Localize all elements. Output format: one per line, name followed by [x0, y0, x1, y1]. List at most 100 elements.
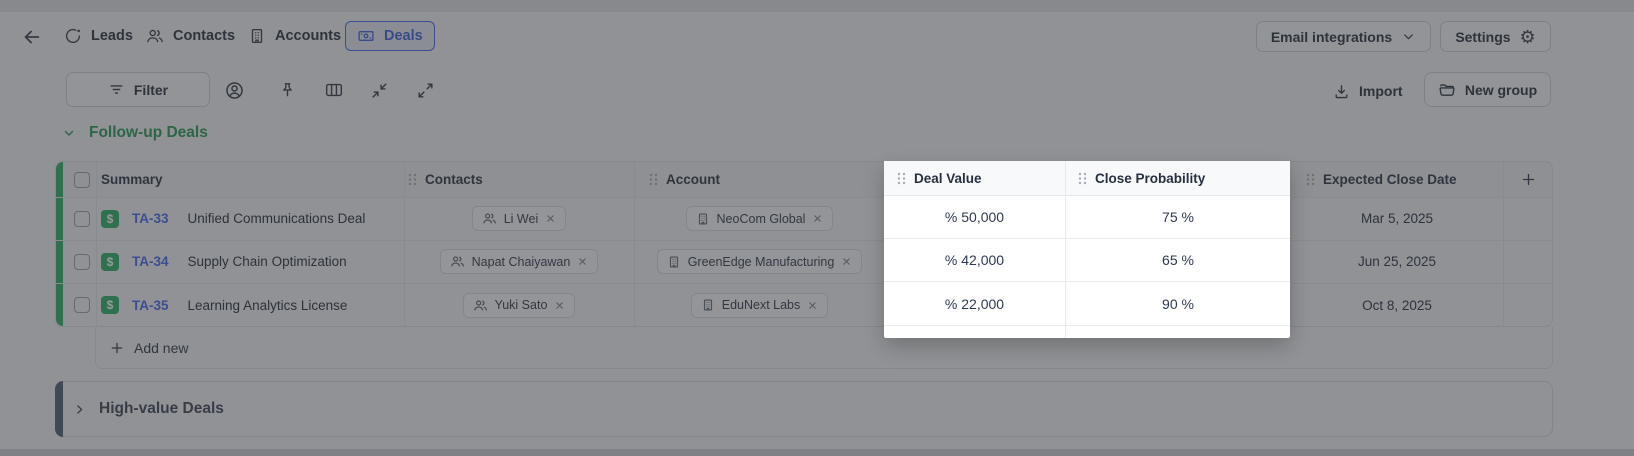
- account-cell[interactable]: EduNext Labs: [634, 283, 885, 327]
- tab-deals[interactable]: Deals: [345, 21, 435, 51]
- header-close-probability[interactable]: Close Probability: [1065, 161, 1290, 196]
- close-icon[interactable]: [554, 300, 565, 311]
- account-name: EduNext Labs: [721, 298, 801, 312]
- column-divider: [1503, 162, 1504, 326]
- add-column-button[interactable]: [1503, 162, 1554, 197]
- tab-contacts[interactable]: Contacts: [146, 21, 235, 51]
- contact-chip[interactable]: Yuki Sato: [462, 292, 576, 318]
- row-checkbox[interactable]: [74, 297, 90, 313]
- table-row[interactable]: $ TA-34 Supply Chain Optimization Napat …: [56, 240, 1554, 283]
- summary-cell[interactable]: $ TA-34 Supply Chain Optimization: [101, 240, 347, 283]
- email-integrations-button[interactable]: Email integrations: [1256, 21, 1431, 52]
- chevron-down-icon: [62, 126, 76, 140]
- contacts-cell[interactable]: Li Wei: [404, 197, 634, 240]
- group-followup-toggle[interactable]: Follow-up Deals: [62, 122, 208, 144]
- columns-view-button[interactable]: [321, 77, 347, 103]
- close-icon[interactable]: [812, 213, 823, 224]
- header-expected-close-date[interactable]: Expected Close Date: [1306, 162, 1457, 197]
- header-label: Account: [666, 172, 720, 187]
- expand-all-button[interactable]: [412, 77, 438, 103]
- deal-title: Learning Analytics License: [187, 297, 348, 313]
- group-high-value-toggle[interactable]: High-value Deals: [73, 382, 224, 436]
- account-cell[interactable]: NeoCom Global: [634, 197, 885, 240]
- row-checkbox[interactable]: [74, 210, 90, 227]
- row-checkbox-cell: [74, 197, 90, 240]
- drag-handle-icon[interactable]: [897, 172, 906, 185]
- deal-value-cell[interactable]: % 42,000: [884, 239, 1065, 282]
- close-icon[interactable]: [545, 213, 556, 224]
- assignee-filter-button[interactable]: [221, 77, 247, 103]
- close-icon[interactable]: [807, 300, 818, 311]
- drag-handle-icon[interactable]: [1078, 172, 1087, 185]
- close-probability-cell[interactable]: 75 %: [1066, 196, 1290, 239]
- close-probability-cell[interactable]: 90 %: [1066, 282, 1290, 326]
- account-chip[interactable]: GreenEdge Manufacturing: [656, 249, 863, 274]
- column-divider: [1065, 161, 1066, 338]
- tab-label: Deals: [384, 28, 423, 44]
- close-icon[interactable]: [577, 256, 588, 267]
- select-all-checkbox-cell: [74, 162, 90, 197]
- header-summary[interactable]: Summary: [101, 162, 163, 197]
- chevron-down-icon: [1401, 29, 1416, 44]
- select-all-checkbox[interactable]: [74, 171, 90, 188]
- contacts-cell[interactable]: Yuki Sato: [404, 283, 634, 327]
- close-probability-cell[interactable]: 65 %: [1066, 239, 1290, 282]
- deal-id[interactable]: TA-33: [132, 211, 169, 226]
- deal-value-cell[interactable]: % 22,000: [884, 282, 1065, 326]
- group-color-bar: [56, 162, 63, 326]
- pin-button[interactable]: [274, 77, 300, 103]
- contact-name: Li Wei: [503, 211, 539, 226]
- email-integrations-label: Email integrations: [1270, 28, 1393, 45]
- summary-cell[interactable]: $ TA-35 Learning Analytics License: [101, 283, 347, 327]
- deal-title: Supply Chain Optimization: [187, 254, 347, 269]
- tab-accounts[interactable]: Accounts: [248, 21, 341, 51]
- header-label: Close Probability: [1095, 170, 1206, 186]
- filter-icon: [108, 81, 125, 98]
- top-edge-strip: [0, 0, 1634, 12]
- account-chip[interactable]: NeoCom Global: [685, 206, 834, 231]
- account-cell[interactable]: GreenEdge Manufacturing: [634, 240, 885, 283]
- pin-icon: [278, 81, 297, 100]
- account-chip[interactable]: EduNext Labs: [690, 292, 829, 318]
- back-button[interactable]: [18, 24, 46, 50]
- contact-chip[interactable]: Napat Chaiyawan: [439, 249, 599, 274]
- header-contacts[interactable]: Contacts: [408, 162, 483, 197]
- deal-id[interactable]: TA-34: [132, 254, 169, 269]
- column-divider: [96, 162, 97, 326]
- table-row[interactable]: $ TA-33 Unified Communications Deal Li W…: [56, 197, 1554, 240]
- contacts-cell[interactable]: Napat Chaiyawan: [404, 240, 634, 283]
- close-icon[interactable]: [841, 256, 852, 267]
- add-new-label: Add new: [134, 339, 189, 356]
- building-icon: [701, 298, 715, 312]
- row-checkbox[interactable]: [74, 253, 90, 270]
- import-button[interactable]: Import: [1333, 78, 1403, 104]
- deal-value-cell[interactable]: % 50,000: [884, 196, 1065, 239]
- settings-button[interactable]: Settings ⚙: [1440, 21, 1551, 52]
- tab-leads[interactable]: Leads: [64, 21, 133, 51]
- header-account[interactable]: Account: [649, 162, 720, 197]
- summary-cell[interactable]: $ TA-33 Unified Communications Deal: [101, 197, 365, 240]
- header-deal-value[interactable]: Deal Value: [884, 161, 1065, 196]
- collapse-all-button[interactable]: [366, 77, 392, 103]
- columns-icon: [324, 80, 344, 100]
- drag-handle-icon[interactable]: [1306, 173, 1315, 186]
- expected-close-date-cell[interactable]: Jun 25, 2025: [1291, 240, 1503, 283]
- column-divider: [1291, 162, 1292, 326]
- table-row[interactable]: $ TA-35 Learning Analytics License Yuki …: [56, 283, 1554, 327]
- new-group-button[interactable]: New group: [1424, 72, 1551, 107]
- header-label: Deal Value: [914, 170, 982, 186]
- folder-icon: [1438, 81, 1456, 99]
- deal-id[interactable]: TA-35: [132, 297, 169, 313]
- contact-chip[interactable]: Li Wei: [471, 206, 567, 231]
- add-new-deal-button[interactable]: Add new: [95, 327, 1553, 369]
- expected-close-date-cell[interactable]: Mar 5, 2025: [1291, 197, 1503, 240]
- expected-close-date-cell[interactable]: Oct 8, 2025: [1291, 283, 1503, 327]
- drag-handle-icon[interactable]: [408, 173, 417, 186]
- arrows-collapse-icon: [370, 81, 389, 100]
- users-icon: [482, 211, 497, 226]
- tab-label: Contacts: [173, 28, 236, 44]
- filter-button[interactable]: Filter: [66, 72, 210, 107]
- row-divider: [56, 240, 1552, 241]
- building-icon: [667, 255, 681, 269]
- drag-handle-icon[interactable]: [649, 173, 658, 186]
